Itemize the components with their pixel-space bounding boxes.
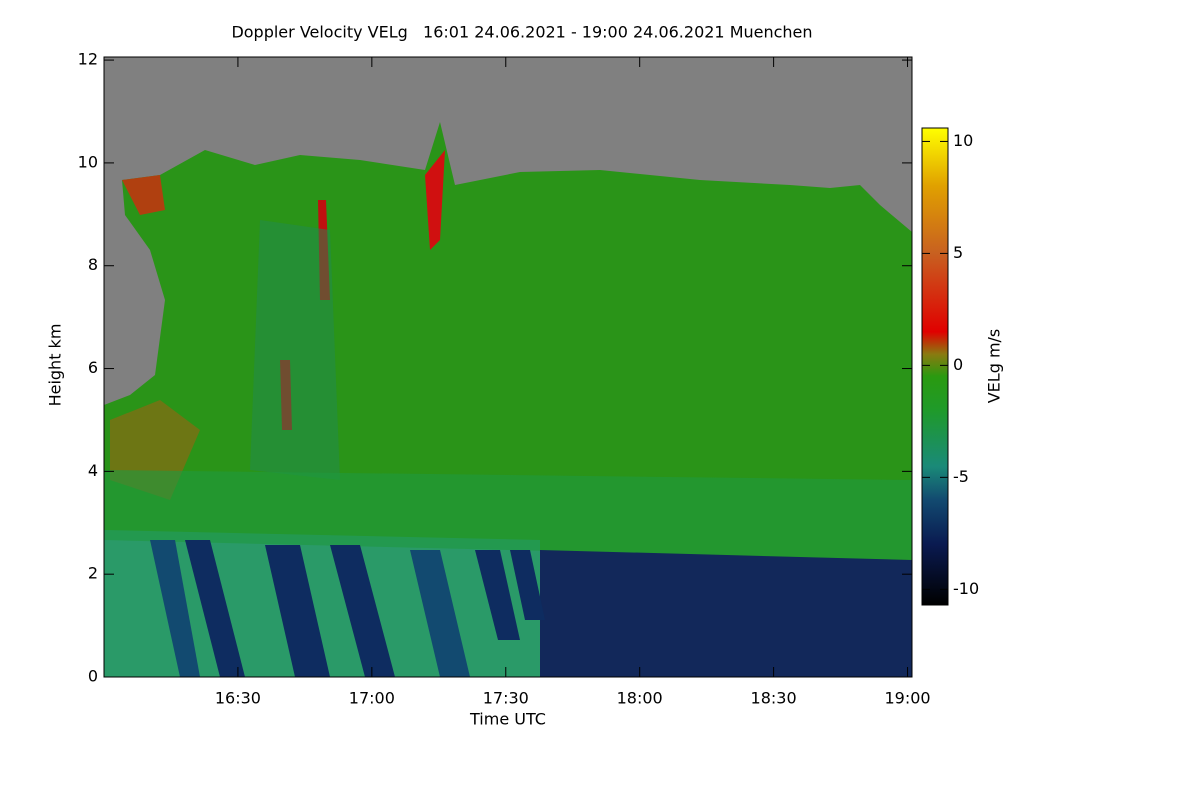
plot-frame	[103, 56, 913, 678]
x-tick-label: 19:00	[884, 689, 930, 708]
colorbar-tick-label: -10	[953, 579, 979, 598]
y-tick-label: 0	[88, 667, 98, 686]
x-tick-label: 17:00	[349, 689, 395, 708]
x-tick-label: 17:30	[483, 689, 529, 708]
rain-streak	[410, 550, 470, 677]
y-tick-label: 8	[88, 255, 98, 274]
x-tick-label: 18:00	[617, 689, 663, 708]
melting-layer	[104, 470, 912, 560]
downdraft-patch	[250, 220, 340, 480]
rain-region	[540, 550, 912, 677]
y-tick-label: 12	[78, 50, 98, 69]
x-tick-label: 16:30	[215, 689, 261, 708]
x-axis-label: Time UTC	[469, 710, 546, 729]
colorbar-tick-label: 0	[953, 355, 963, 374]
y-tick-label: 10	[78, 152, 98, 171]
updraft-patch	[425, 150, 445, 250]
colorbar-label: VELg m/s	[985, 329, 1004, 404]
rain-streak	[510, 550, 545, 620]
velocity-field	[104, 57, 912, 677]
rain-streak	[185, 540, 245, 677]
y-tick-label: 4	[88, 461, 98, 480]
updraft-patch	[122, 175, 165, 215]
colorbar-tick-label: 5	[953, 243, 963, 262]
colorbar-tick-label: 10	[953, 131, 973, 150]
rain-streak	[475, 550, 520, 640]
colorbar	[921, 127, 949, 606]
x-tick-label: 18:30	[751, 689, 797, 708]
y-tick-label: 6	[88, 358, 98, 377]
rain-streak	[150, 540, 200, 677]
rain-streak	[330, 545, 395, 677]
y-tick-label: 2	[88, 564, 98, 583]
chart-title: Doppler Velocity VELg 16:01 24.06.2021 -…	[231, 23, 812, 42]
y-axis-label: Height km	[46, 324, 65, 407]
colorbar-tick-label: -5	[953, 467, 969, 486]
rain-streak	[265, 545, 330, 677]
